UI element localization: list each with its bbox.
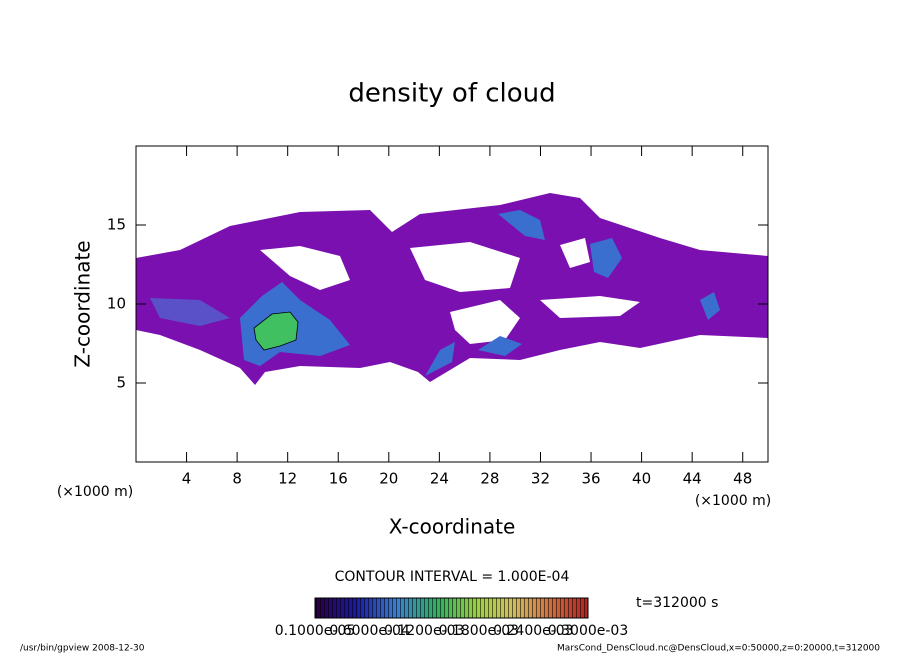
cloud-core [590, 238, 622, 278]
footer-left: /usr/bin/gpview 2008-12-30 [20, 644, 145, 654]
colorbar-label: 0.6000e-04 [329, 623, 410, 639]
x-unit-left: (×1000 m) [57, 484, 133, 500]
cloud-core [700, 292, 720, 320]
cloud-core [150, 298, 230, 326]
cloud-core [478, 336, 522, 356]
cloud-core [253, 311, 299, 351]
x-tick-label: 24 [430, 470, 449, 488]
colorbar-label: 0.3000e-03 [548, 623, 628, 639]
colorbar-label: 0.1000e-05 [275, 623, 355, 639]
colorbar-label: 0.2400e-03 [493, 623, 573, 639]
x-axis-label: X-coordinate [389, 515, 516, 539]
chart-title: density of cloud [348, 79, 555, 109]
x-tick-label: 20 [379, 470, 398, 488]
cloud-core [498, 210, 545, 240]
gap [260, 246, 350, 290]
x-tick-label: 32 [531, 470, 550, 488]
time-label: t=312000 s [636, 595, 718, 611]
y-tick-label: 15 [107, 216, 126, 234]
x-tick-label: 16 [329, 470, 348, 488]
colorbar-label: 0.1800e-03 [439, 623, 519, 639]
x-tick-label: 40 [632, 470, 651, 488]
x-tick-label: 36 [581, 470, 600, 488]
cloud-core [425, 342, 455, 376]
x-tick-label: 28 [480, 470, 499, 488]
field [136, 193, 768, 385]
x-tick-label: 4 [182, 470, 192, 488]
gap [540, 296, 640, 318]
gap [410, 242, 520, 292]
gap [560, 238, 590, 268]
contour-interval: CONTOUR INTERVAL = 1.000E-04 [335, 569, 570, 585]
gap [450, 300, 520, 344]
x-tick-label: 48 [733, 470, 752, 488]
x-tick-label: 8 [232, 470, 242, 488]
y-tick-label: 10 [107, 295, 126, 313]
x-tick-label: 12 [278, 470, 297, 488]
y-axis-label: Z-coordinate [71, 240, 95, 367]
colorbar-label: 0.1200e-03 [384, 623, 464, 639]
y-tick-label: 5 [116, 374, 126, 392]
x-unit: (×1000 m) [695, 493, 771, 509]
x-tick-label: 44 [683, 470, 702, 488]
colorbar-outline [314, 597, 589, 619]
footer-right: MarsCond_DensCloud.nc@DensCloud,x=0:5000… [557, 644, 880, 654]
